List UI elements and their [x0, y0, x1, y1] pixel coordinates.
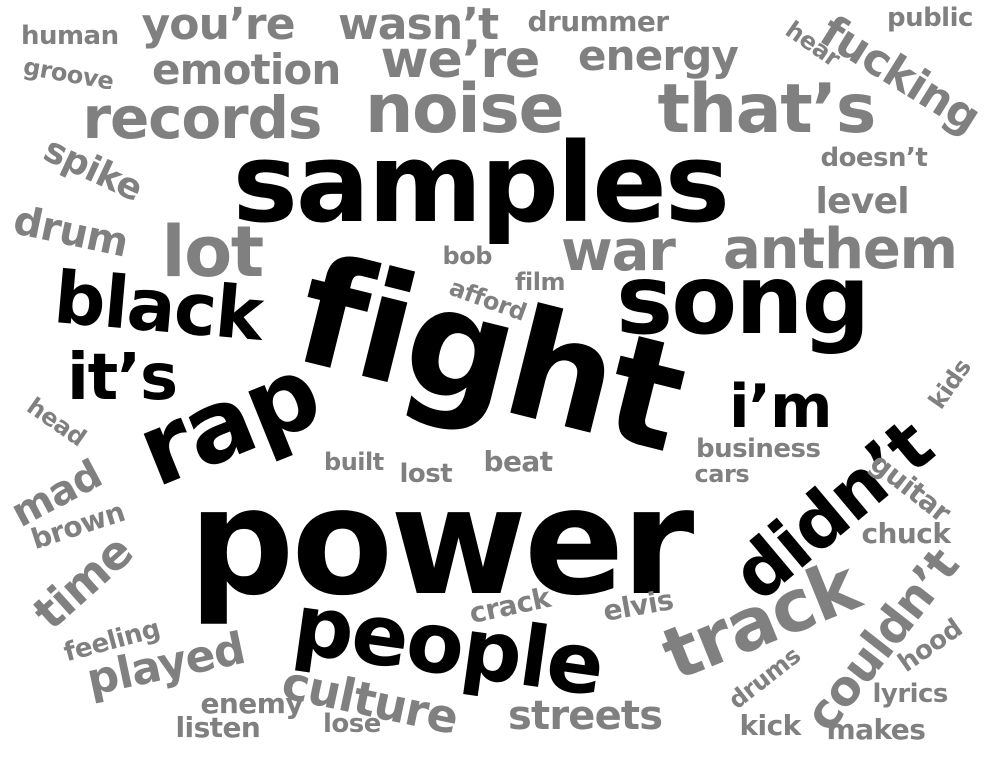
- word-kids: kids: [922, 353, 977, 415]
- word-were: we’re: [380, 30, 541, 90]
- word-noise: noise: [365, 70, 565, 149]
- word-energy: energy: [578, 31, 739, 80]
- word-streets: streets: [508, 693, 663, 739]
- word-records: records: [82, 84, 323, 152]
- word-lot: lot: [161, 211, 265, 293]
- word-built: built: [324, 448, 384, 476]
- word-thats: that’s: [657, 70, 877, 149]
- word-kick: kick: [739, 709, 802, 742]
- word-bob: bob: [442, 242, 493, 270]
- word-doesnt: doesn’t: [820, 143, 928, 173]
- word-its: it’s: [67, 341, 178, 415]
- word-power: power: [188, 456, 695, 628]
- word-youre: you’re: [141, 0, 296, 50]
- word-listen: listen: [175, 711, 261, 744]
- word-chuck: chuck: [861, 517, 951, 550]
- word-lost: lost: [399, 459, 453, 489]
- word-war: war: [561, 219, 676, 284]
- word-public: public: [887, 3, 973, 33]
- word-samples: samples: [232, 119, 731, 247]
- word-lose: lose: [323, 709, 381, 739]
- word-drummer: drummer: [527, 5, 670, 38]
- word-beat: beat: [483, 445, 554, 478]
- word-drum: drum: [8, 197, 132, 267]
- word-human: human: [21, 21, 119, 51]
- word-im: i’m: [729, 372, 832, 442]
- word-song: song: [616, 244, 870, 356]
- word-enemy: enemy: [200, 687, 304, 720]
- word-anthem: anthem: [723, 217, 958, 282]
- word-film: film: [515, 268, 565, 296]
- word-groove: groove: [20, 52, 116, 96]
- word-cars: cars: [694, 460, 750, 488]
- word-makes: makes: [826, 713, 926, 746]
- word-emotion: emotion: [152, 45, 341, 94]
- word-level: level: [815, 181, 910, 222]
- word-business: business: [696, 434, 821, 464]
- word-wasnt: wasn’t: [338, 0, 499, 50]
- word-lyrics: lyrics: [872, 679, 949, 709]
